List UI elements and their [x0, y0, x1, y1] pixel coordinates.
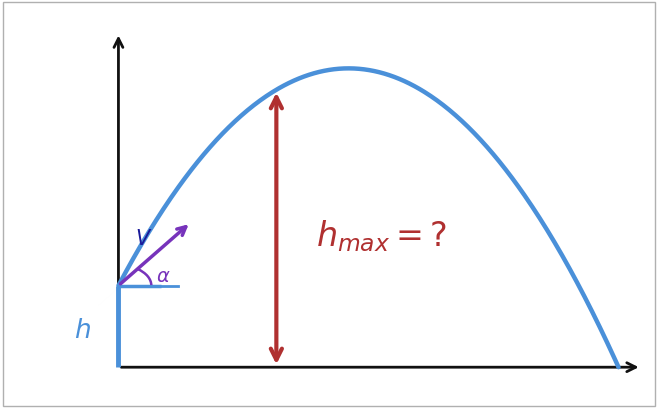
- Text: $h$: $h$: [74, 318, 91, 343]
- Text: $V$: $V$: [135, 228, 152, 249]
- Text: $h_{max}=?$: $h_{max}=?$: [316, 219, 447, 255]
- Text: $\alpha$: $\alpha$: [156, 268, 170, 286]
